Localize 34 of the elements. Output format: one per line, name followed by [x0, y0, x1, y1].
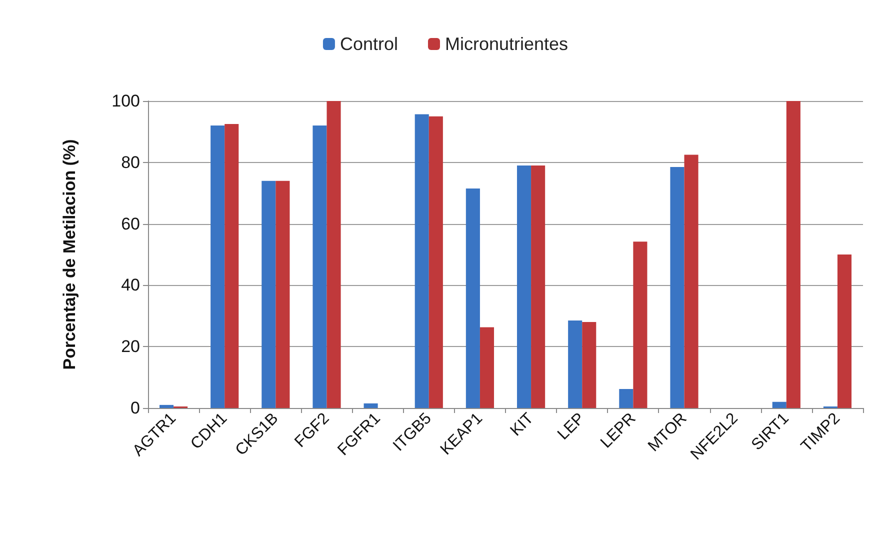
bar — [837, 254, 852, 408]
bar — [428, 116, 443, 408]
bar — [786, 101, 800, 408]
y-tick-label: 60 — [121, 214, 140, 234]
bar — [531, 165, 546, 408]
x-tick-label: LEP — [554, 410, 588, 444]
legend-label: Micronutrientes — [444, 34, 568, 54]
bar — [480, 327, 494, 408]
y-axis-title: Porcentaje de Metilacion (%) — [60, 139, 79, 370]
bar — [516, 165, 532, 408]
bar — [466, 188, 480, 408]
bar — [276, 180, 290, 408]
y-tick-label: 80 — [121, 152, 140, 172]
bar — [364, 403, 378, 408]
bar — [619, 388, 634, 408]
bar — [633, 242, 648, 408]
bar — [414, 114, 429, 408]
legend-label: Control — [340, 34, 398, 54]
bar — [262, 180, 276, 408]
bar — [159, 404, 174, 408]
y-tick-label: 40 — [121, 276, 140, 295]
bar — [568, 320, 582, 408]
bar — [312, 126, 327, 408]
bar — [326, 101, 341, 408]
bar — [224, 124, 239, 408]
bar — [670, 167, 684, 408]
y-tick-label: 100 — [112, 92, 140, 110]
bar — [772, 402, 786, 408]
x-tick-label: KIT — [507, 410, 538, 440]
y-tick-label: 20 — [121, 337, 140, 356]
bar — [684, 154, 698, 408]
bar — [210, 126, 225, 408]
y-tick-label: 0 — [130, 398, 140, 418]
bar — [582, 322, 596, 408]
